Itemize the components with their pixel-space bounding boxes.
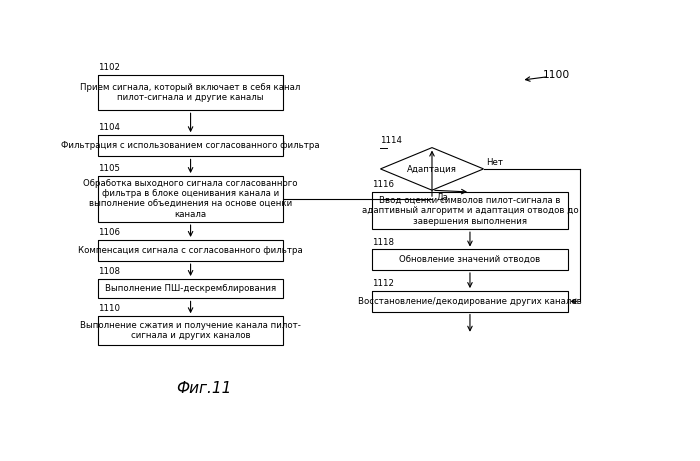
FancyBboxPatch shape bbox=[98, 279, 283, 298]
FancyBboxPatch shape bbox=[372, 192, 568, 229]
Text: Адаптация: Адаптация bbox=[407, 165, 457, 173]
Text: Компенсация сигнала с согласованного фильтра: Компенсация сигнала с согласованного фил… bbox=[78, 246, 303, 255]
Text: Обновление значений отводов: Обновление значений отводов bbox=[399, 255, 540, 264]
Text: Нет: Нет bbox=[486, 158, 503, 167]
FancyBboxPatch shape bbox=[98, 316, 283, 345]
FancyBboxPatch shape bbox=[98, 240, 283, 261]
Text: 1116: 1116 bbox=[372, 180, 394, 189]
Text: 1102: 1102 bbox=[98, 63, 120, 72]
FancyBboxPatch shape bbox=[98, 135, 283, 156]
Polygon shape bbox=[381, 148, 484, 190]
Text: 1114: 1114 bbox=[381, 136, 402, 145]
Text: Выполнение сжатия и получение канала пилот-
сигнала и других каналов: Выполнение сжатия и получение канала пил… bbox=[80, 321, 301, 340]
FancyBboxPatch shape bbox=[98, 75, 283, 110]
Text: Фиг.11: Фиг.11 bbox=[176, 381, 232, 396]
Text: 1112: 1112 bbox=[372, 279, 394, 288]
Text: 1106: 1106 bbox=[98, 228, 120, 237]
FancyBboxPatch shape bbox=[372, 249, 568, 270]
Text: 1104: 1104 bbox=[98, 124, 120, 132]
Text: Да: Да bbox=[436, 193, 448, 202]
Text: Ввод оценки символов пилот-сигнала в
адаптивный алгоритм и адаптация отводов до
: Ввод оценки символов пилот-сигнала в ада… bbox=[362, 196, 578, 225]
Text: 1110: 1110 bbox=[98, 304, 120, 313]
Text: Выполнение ПШ-дескремблирования: Выполнение ПШ-дескремблирования bbox=[105, 284, 276, 293]
Text: 1100: 1100 bbox=[543, 70, 570, 79]
Text: 1105: 1105 bbox=[98, 164, 120, 173]
FancyBboxPatch shape bbox=[372, 291, 568, 312]
Text: Прием сигнала, который включает в себя канал
пилот-сигнала и другие каналы: Прием сигнала, который включает в себя к… bbox=[80, 83, 301, 102]
Text: Обработка выходного сигнала согласованного
фильтра в блоке оценивания канала и
в: Обработка выходного сигнала согласованно… bbox=[83, 179, 298, 219]
FancyBboxPatch shape bbox=[98, 176, 283, 222]
Text: Восстановление/декодирование других каналов: Восстановление/декодирование других кана… bbox=[358, 297, 582, 306]
Text: Фильтрация с использованием согласованного фильтра: Фильтрация с использованием согласованно… bbox=[62, 142, 320, 150]
Text: 1118: 1118 bbox=[372, 238, 394, 247]
Text: 1108: 1108 bbox=[98, 267, 120, 276]
